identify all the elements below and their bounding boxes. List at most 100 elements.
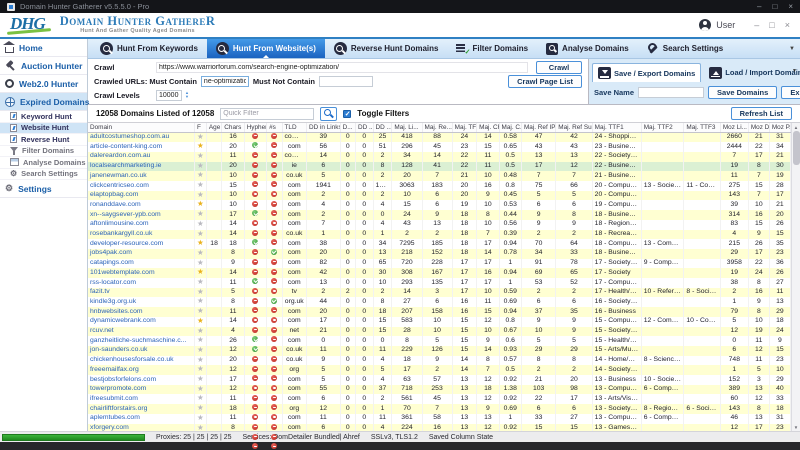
user-avatar-icon[interactable] <box>699 19 711 31</box>
favorite-star-icon[interactable] <box>197 327 204 335</box>
domain-link[interactable]: towerpromote.com <box>90 385 146 392</box>
vertical-scrollbar-thumb[interactable] <box>793 131 800 165</box>
domain-link[interactable]: aftonlimousine.com <box>90 220 149 227</box>
column-header[interactable]: Maj. Ref Su... <box>556 123 592 132</box>
must-contain-input[interactable] <box>201 76 249 87</box>
header-close-icon[interactable] <box>785 20 790 30</box>
tab-search-settings[interactable]: Search Settings <box>638 39 732 58</box>
search-button[interactable] <box>320 107 337 121</box>
domain-link[interactable]: localsearchmarketing.ie <box>90 162 161 169</box>
table-row[interactable]: ifreesubmit.com11com60025614513120.92221… <box>88 394 791 404</box>
crawl-levels-input[interactable] <box>156 90 182 101</box>
table-row[interactable]: ronanddave.com10com400415619100.536619 -… <box>88 200 791 210</box>
table-row[interactable]: bestjobsforfelons.com17com5004635713120.… <box>88 375 791 385</box>
column-header[interactable]: Maj. TTF2 <box>641 123 684 132</box>
close-icon[interactable] <box>788 0 793 13</box>
domain-link[interactable]: rosebankargyll.co.uk <box>90 230 152 237</box>
domain-link[interactable]: chairliftforstairs.org <box>90 405 147 412</box>
favorite-star-icon[interactable] <box>197 249 204 257</box>
sidebar-subitem-filter-domains[interactable]: Filter Domains <box>0 146 87 158</box>
table-row[interactable]: rss-locator.com11com13001029313517171535… <box>88 278 791 288</box>
favorite-star-icon[interactable] <box>197 394 204 402</box>
domain-link[interactable]: aplemtubes.com <box>90 414 140 421</box>
favorite-star-icon[interactable] <box>197 171 204 179</box>
sidebar-item-settings[interactable]: Settings <box>0 180 87 198</box>
tab-reverse-hunt-domains[interactable]: Reverse Hunt Domains <box>325 39 448 58</box>
sidebar-subitem-search-settings[interactable]: Search Settings <box>0 169 87 181</box>
tab-load-import-domains[interactable]: Load / Import Domains <box>704 63 800 82</box>
column-header[interactable]: Moz PA <box>769 123 790 132</box>
domain-link[interactable]: janenewman.co.uk <box>90 172 147 179</box>
favorite-star-icon[interactable] <box>197 336 204 344</box>
domain-link[interactable]: developer-resource.com <box>90 240 163 247</box>
table-row[interactable]: jon-saunders.co.uk12co.uk110011229126151… <box>88 346 791 356</box>
column-header[interactable]: D... <box>340 123 355 132</box>
domain-link[interactable]: elaptopbag.com <box>90 191 138 198</box>
header-minimize-icon[interactable] <box>754 20 759 30</box>
table-row[interactable]: towerpromote.com12com55003771825313181.3… <box>88 385 791 395</box>
favorite-star-icon[interactable] <box>197 230 204 238</box>
column-header[interactable]: Maj. TTF3 <box>684 123 720 132</box>
table-row[interactable]: jobs4pak.com8com20001321815218140.783433… <box>88 249 791 259</box>
favorite-star-icon[interactable] <box>197 259 204 267</box>
favorite-star-icon[interactable] <box>197 288 204 296</box>
sidebar-item-auction-hunter[interactable]: Auction Hunter <box>0 57 87 75</box>
table-row[interactable]: dynamicwebrank.com14com1700155831015120.… <box>88 317 791 327</box>
column-header[interactable]: Chars <box>222 123 244 132</box>
column-header[interactable]: Maj. Ref IPs <box>521 123 555 132</box>
domain-link[interactable]: 101webtemplate.com <box>90 269 155 276</box>
sidebar-subitem-analyse-domains[interactable]: Analyse Domains <box>0 157 87 169</box>
tab-hunt-from-websites[interactable]: Hunt From Website(s) <box>207 39 325 58</box>
column-header[interactable]: Age <box>206 123 221 132</box>
column-header[interactable]: Domain <box>88 123 194 132</box>
column-header[interactable]: Maj. TTF1 <box>592 123 641 132</box>
column-header[interactable]: F <box>194 123 206 132</box>
domain-link[interactable]: rss-locator.com <box>90 279 136 286</box>
domain-link[interactable]: jobs4pak.com <box>90 249 132 256</box>
table-row[interactable]: chickenhousesforsale.co.uk20co.uk9004189… <box>88 356 791 366</box>
table-row[interactable]: elaptopbag.com10com20021062090.455520 - … <box>88 191 791 201</box>
column-header[interactable]: DD ... <box>356 123 374 132</box>
header-maximize-icon[interactable] <box>769 20 774 30</box>
tab-save-export-domains[interactable]: Save / Export Domains <box>592 63 701 82</box>
sidebar-item-home[interactable]: Home <box>0 39 87 57</box>
favorite-star-icon[interactable] <box>197 365 204 373</box>
table-row[interactable]: 101webtemplate.com14com42003030816717160… <box>88 268 791 278</box>
column-header[interactable]: TLD <box>282 123 307 132</box>
tab-filter-domains[interactable]: Filter Domains <box>447 39 537 58</box>
scroll-down-icon[interactable] <box>794 423 798 431</box>
domain-link[interactable]: fazit.tv <box>90 288 110 295</box>
favorite-star-icon[interactable] <box>197 162 204 170</box>
favorite-star-icon[interactable] <box>197 239 204 247</box>
domain-link[interactable]: clickcentricseo.com <box>90 182 149 189</box>
table-row[interactable]: catapings.com9com82006572022817171917817… <box>88 259 791 269</box>
table-row[interactable]: aftonlimousine.com14com7004431318100.569… <box>88 220 791 230</box>
favorite-star-icon[interactable] <box>197 278 204 286</box>
favorite-star-icon[interactable] <box>197 404 204 412</box>
crawl-url-input[interactable] <box>156 62 528 73</box>
crawl-levels-stepper[interactable]: ▲▼ <box>185 90 189 101</box>
crawl-page-list-button[interactable]: Crawl Page List <box>508 75 582 88</box>
domain-link[interactable]: ronanddave.com <box>90 201 141 208</box>
table-row[interactable]: freeemailfax.org12org50051721470.52214 -… <box>88 365 791 375</box>
export-filtered-button[interactable]: Export Filtered <box>781 86 800 99</box>
favorite-star-icon[interactable] <box>197 356 204 364</box>
domain-link[interactable]: bestjobsforfelons.com <box>90 376 156 383</box>
user-button[interactable]: User <box>716 20 735 30</box>
column-header[interactable]: Maj. C... <box>499 123 521 132</box>
domain-link[interactable]: rcuv.net <box>90 327 114 334</box>
table-row[interactable]: xn--saygsever-ypb.com17com20002491880.44… <box>88 210 791 220</box>
table-row[interactable]: dalereardon.com.au11com.au14002341422110… <box>88 152 791 162</box>
favorite-star-icon[interactable] <box>197 346 204 354</box>
favorite-star-icon[interactable] <box>197 220 204 228</box>
save-domains-button[interactable]: Save Domains <box>708 86 777 99</box>
tab-hunt-from-keywords[interactable]: Hunt From Keywords <box>91 39 207 58</box>
favorite-star-icon[interactable] <box>197 375 204 383</box>
table-row[interactable]: localsearchmarketing.ie20ie6008128412211… <box>88 162 791 172</box>
favorite-star-icon[interactable] <box>197 181 204 189</box>
column-header[interactable]: #s <box>267 123 282 132</box>
domain-link[interactable]: dynamicwebrank.com <box>90 317 156 324</box>
refresh-list-button[interactable]: Refresh List <box>731 107 792 120</box>
crawl-button[interactable]: Crawl <box>536 61 582 74</box>
sidebar-item-web20-hunter[interactable]: Web2.0 Hunter <box>0 75 87 93</box>
